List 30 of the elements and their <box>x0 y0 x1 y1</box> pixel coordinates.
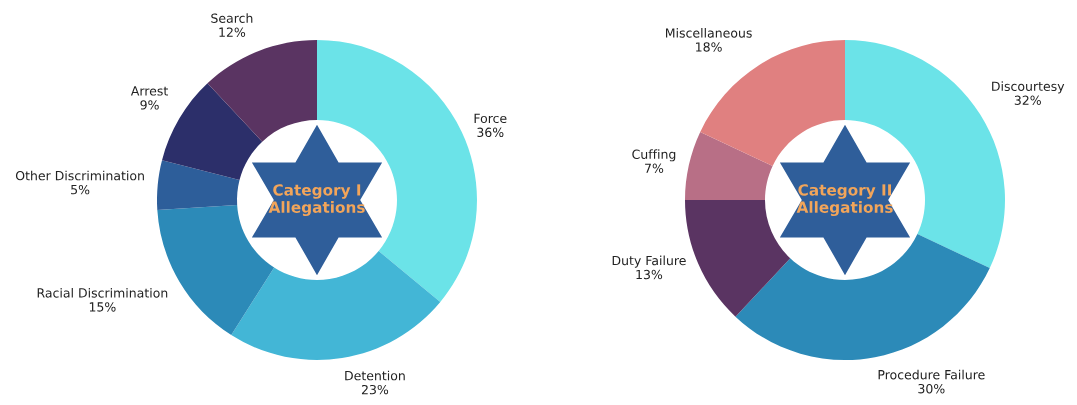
slice-label: Other Discrimination <box>15 170 144 181</box>
slice-label: Arrest <box>130 86 168 96</box>
data-label: 5% <box>71 184 90 195</box>
donut-slice <box>157 160 240 211</box>
data-label: 23% <box>361 384 389 395</box>
slice-label: Search <box>211 13 253 23</box>
donut-slice <box>231 250 441 360</box>
donut-slice <box>207 40 317 142</box>
data-label: 36% <box>477 127 504 138</box>
data-label: 30% <box>918 383 945 394</box>
donut-slice <box>685 200 791 317</box>
slice-label: Racial Discrimination <box>37 287 168 298</box>
data-label: 12% <box>219 27 246 37</box>
slice-label: Cuffing <box>632 149 676 162</box>
data-label: 7% <box>645 163 664 173</box>
text: Category II Allegations <box>796 184 893 217</box>
data-label: 15% <box>89 302 116 312</box>
data-label: 18% <box>696 42 722 52</box>
slice-label: Discourtesy <box>992 81 1065 94</box>
slice-label: Force <box>474 113 507 124</box>
donut-slice <box>735 234 990 360</box>
data-label: 13% <box>636 269 663 280</box>
slice-label: Duty Failure <box>612 255 686 268</box>
data-label: 32% <box>1014 95 1041 105</box>
data-label: 9% <box>140 100 159 110</box>
donut-slice <box>685 131 773 200</box>
slice-label: Miscellaneous <box>666 28 752 38</box>
slice-label: Detention <box>345 370 405 381</box>
text: Category I Allegations <box>268 184 365 217</box>
slice-label: Procedure Failure <box>878 369 985 380</box>
